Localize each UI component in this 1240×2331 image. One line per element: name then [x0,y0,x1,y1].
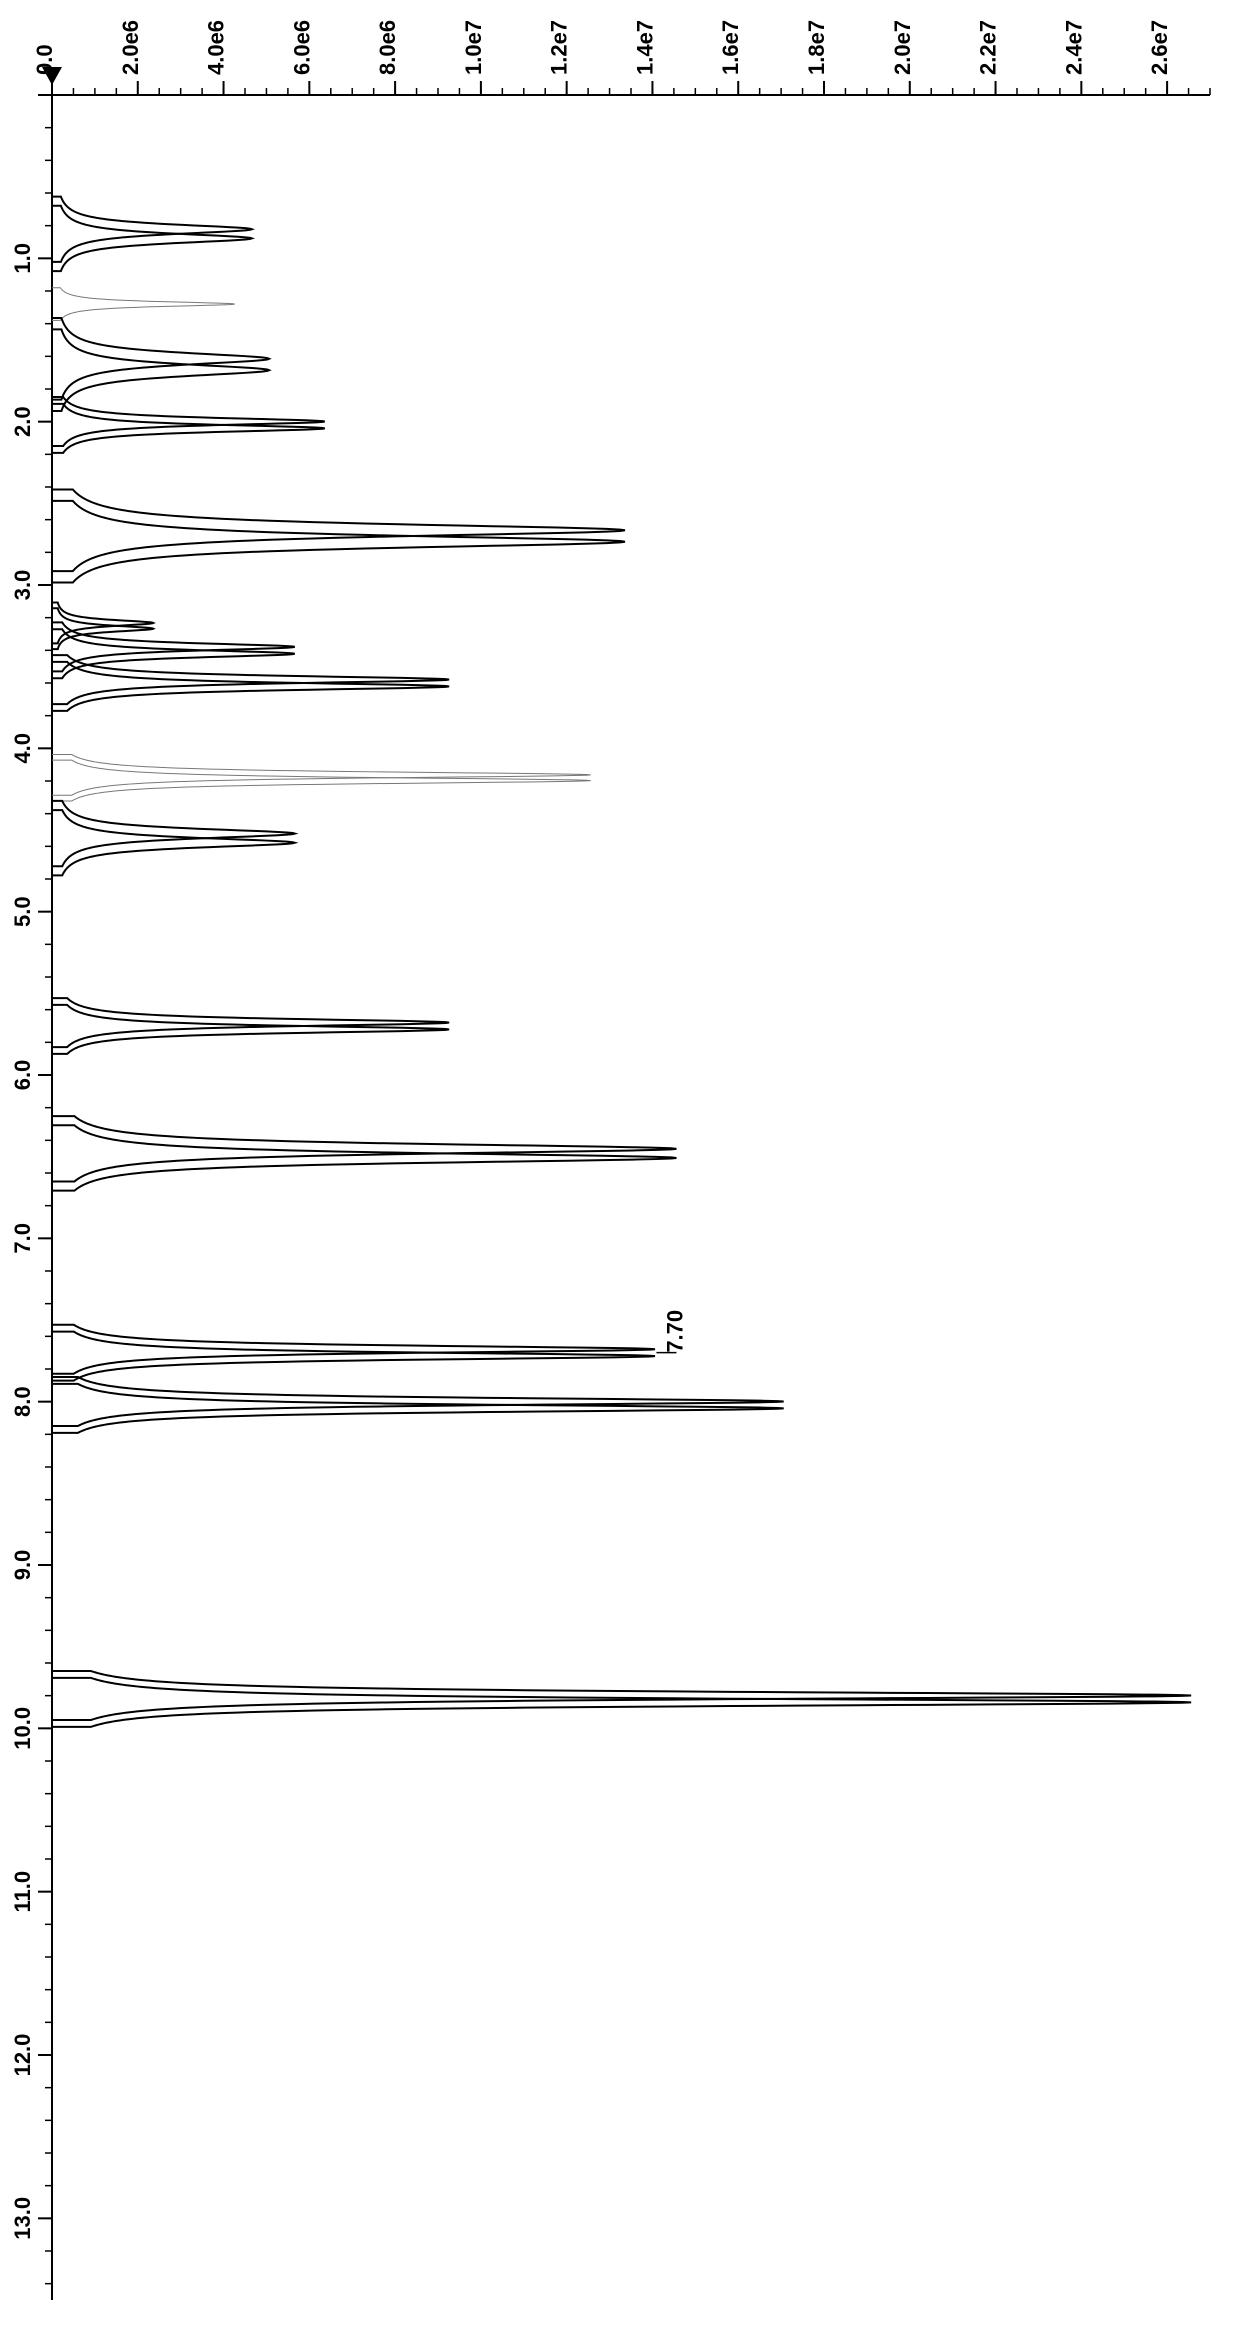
nmr-spectrum-chart: 0.02.0e64.0e66.0e68.0e61.0e71.2e71.4e71.… [0,0,1240,2331]
intensity-tick-label: 4.0e6 [204,20,229,75]
intensity-tick-label: 2.4e7 [1061,20,1086,75]
ppm-tick-label: 7.0 [10,1223,35,1254]
ppm-tick-label: 5.0 [10,896,35,927]
spectrum-svg: 0.02.0e64.0e66.0e68.0e61.0e71.2e71.4e71.… [0,0,1240,2331]
intensity-tick-label: 1.0e7 [461,20,486,75]
peak-label: 7.70 [662,1310,687,1353]
ppm-tick-label: 2.0 [10,406,35,437]
ppm-tick-label: 3.0 [10,570,35,601]
origin-marker-icon [42,67,62,85]
ppm-tick-label: 12.0 [10,2034,35,2077]
ppm-tick-label: 11.0 [10,1871,35,1913]
ppm-tick-label: 10.0 [10,1707,35,1750]
ppm-tick-label: 1.0 [10,243,35,274]
intensity-tick-label: 2.0e7 [890,20,915,75]
intensity-tick-label: 1.4e7 [632,20,657,75]
ppm-tick-label: 8.0 [10,1386,35,1417]
intensity-tick-label: 1.2e7 [547,20,572,75]
ppm-tick-label: 4.0 [10,733,35,764]
intensity-tick-label: 6.0e6 [289,20,314,75]
ppm-tick-label: 6.0 [10,1060,35,1091]
intensity-tick-label: 1.8e7 [804,20,829,75]
intensity-tick-label: 2.0e6 [118,20,143,75]
intensity-tick-label: 8.0e6 [375,20,400,75]
intensity-tick-label: 1.6e7 [718,20,743,75]
intensity-tick-label: 2.6e7 [1147,20,1172,75]
ppm-tick-label: 13.0 [10,2197,35,2240]
intensity-tick-label: 2.2e7 [976,20,1001,75]
ppm-tick-label: 9.0 [10,1550,35,1581]
